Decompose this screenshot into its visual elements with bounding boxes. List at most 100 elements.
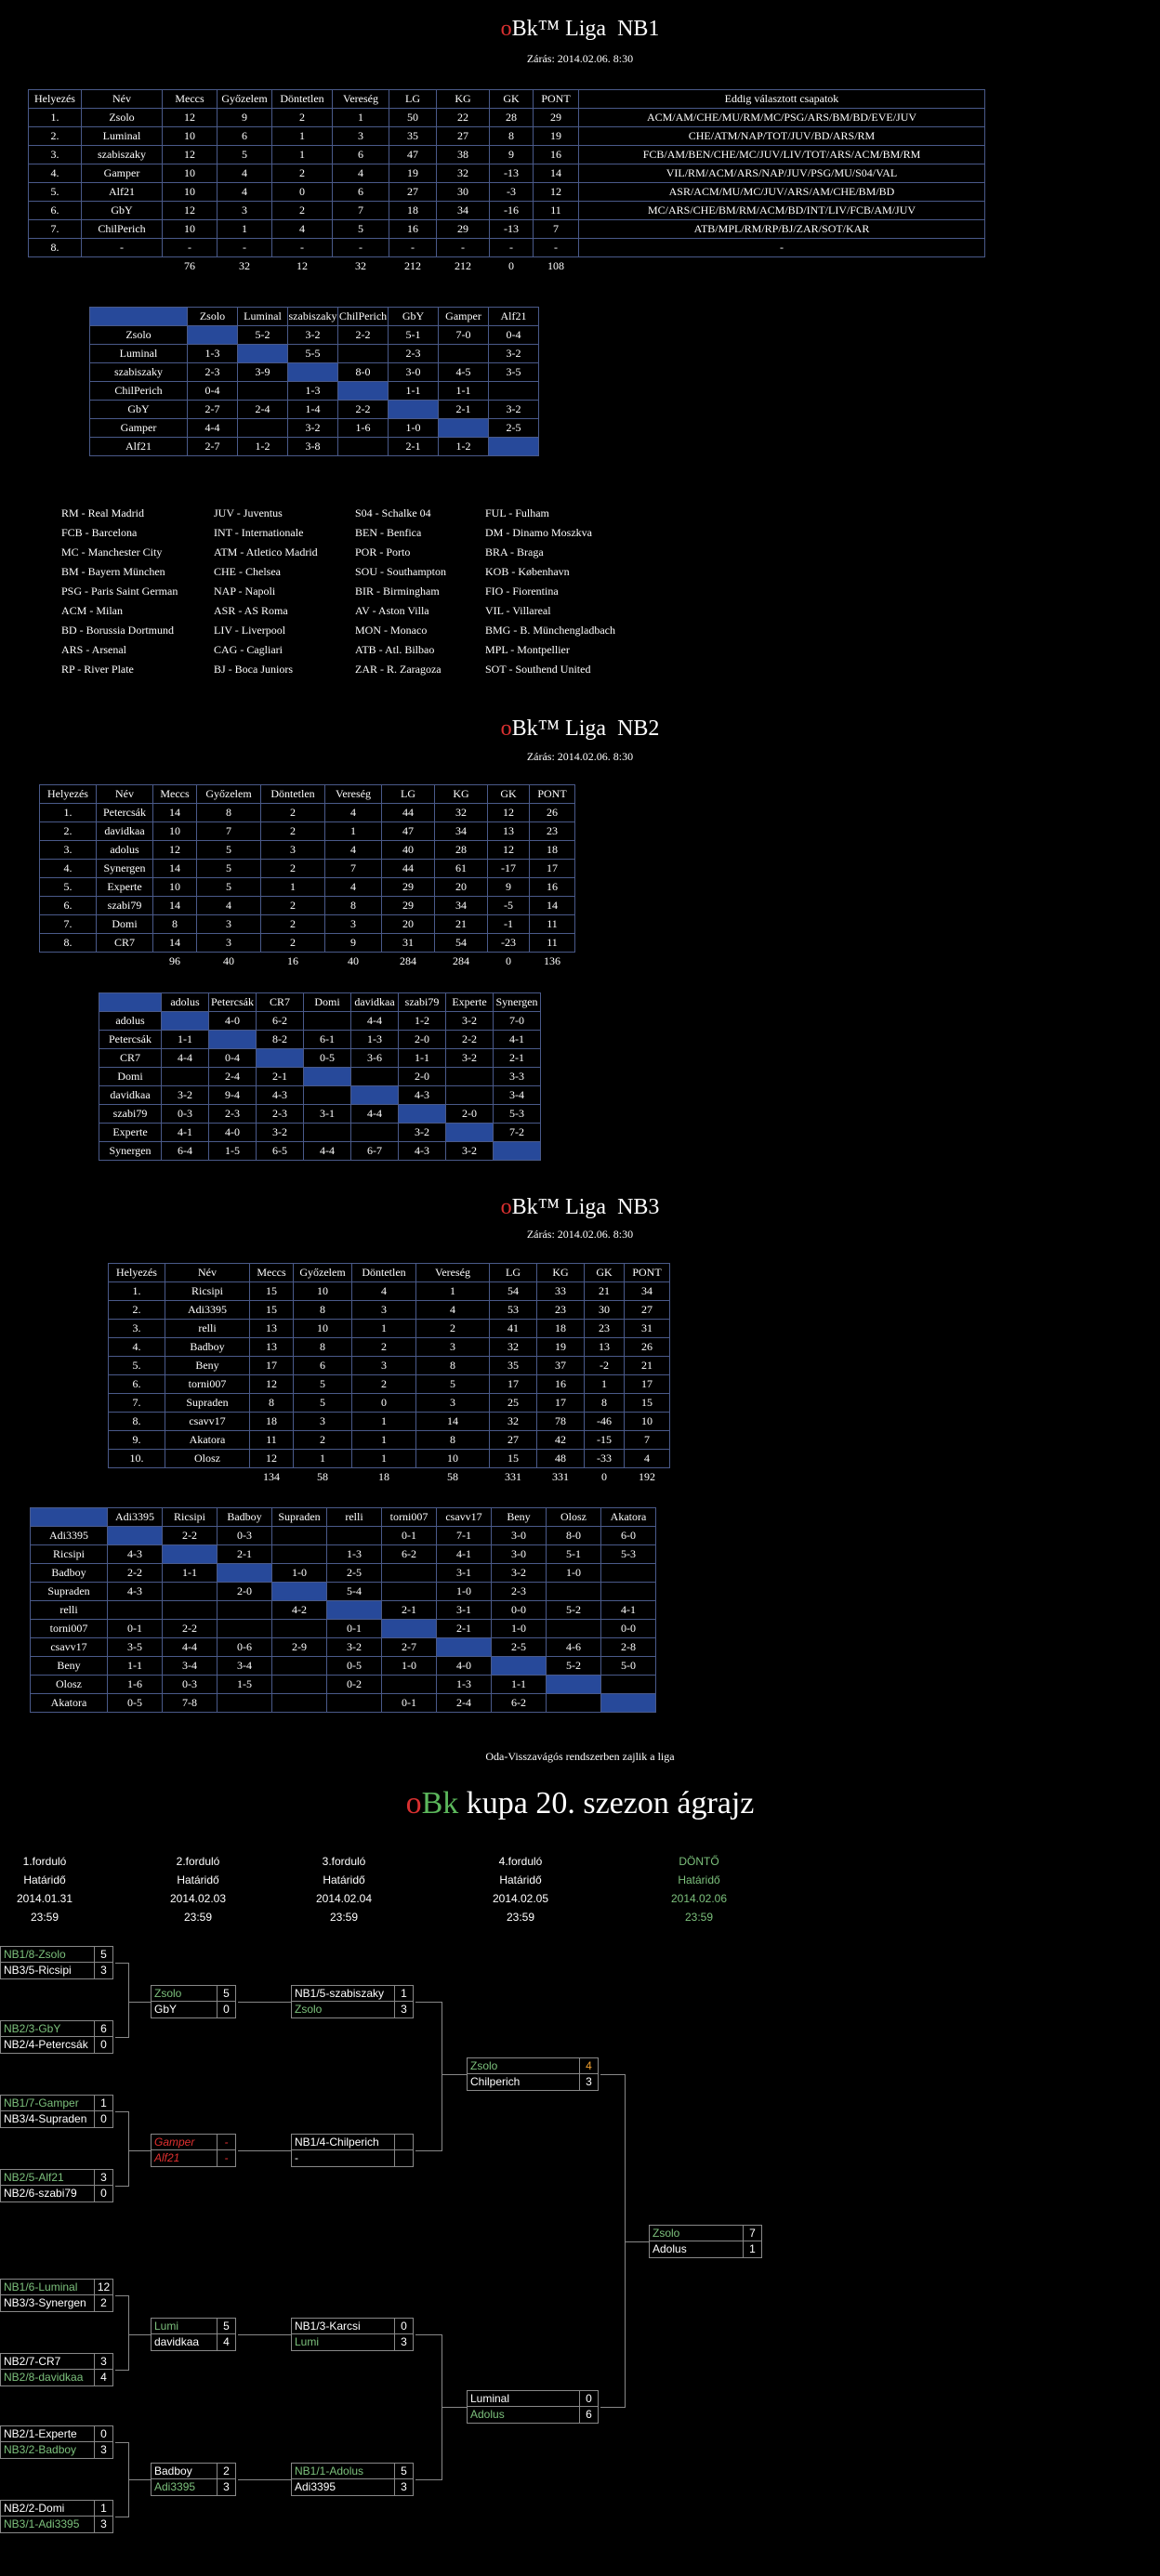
result-cell [388, 400, 439, 419]
result-cell [600, 1563, 656, 1583]
table-cell: 3 [324, 914, 382, 934]
table-cell: CR7 [96, 933, 153, 953]
table-cell: 2 [271, 201, 333, 220]
result-cell [337, 381, 389, 401]
bracket-connector [625, 2074, 626, 2408]
table-cell: 8 [196, 803, 261, 822]
column-header: LG [389, 89, 437, 109]
table-cell: 8 [249, 1393, 294, 1413]
result-cell: 5-0 [600, 1656, 656, 1676]
result-cell [488, 437, 539, 456]
result-cell: 4-1 [161, 1123, 209, 1142]
table-cell: 2 [351, 1374, 416, 1394]
table-cell: GbY [81, 201, 163, 220]
table-cell: -46 [584, 1412, 625, 1431]
result-cell: 4-1 [493, 1030, 541, 1049]
table-cell [29, 257, 82, 276]
totals-row: 96 40 16 40 284 284 0 136 [40, 953, 575, 971]
table-cell: 16 [389, 219, 437, 239]
abbreviation-item: JUV - Juventus [214, 506, 283, 519]
table-cell: MC/ARS/CHE/BM/RM/ACM/BD/INT/LIV/FCB/AM/J… [578, 201, 985, 220]
table-row: Luminal 1-3 5-5 2-3 3-2 [89, 344, 539, 363]
header-row: Helyezés Név Meccs Győzelem Döntetlen Vereség… [39, 784, 575, 804]
result-cell: 3-0 [491, 1544, 547, 1564]
team-score: 3 [95, 1963, 113, 1979]
column-header: Helyezés [108, 1263, 165, 1282]
table-cell: 7 [332, 201, 389, 220]
row-header: Petercsák [99, 1030, 162, 1049]
table-cell: 6 [293, 1356, 352, 1375]
result-cell [546, 1582, 601, 1601]
team-score [395, 2134, 414, 2150]
result-cell [217, 1563, 272, 1583]
team-name: NB3/2-Badboy [0, 2442, 95, 2459]
table-cell: 15 [489, 1449, 537, 1468]
table-cell: 2 [260, 914, 325, 934]
row-header: Gamper [89, 418, 188, 438]
table-cell: 42 [536, 1430, 585, 1450]
round-label: Határidő [678, 1873, 720, 1886]
table-cell: 40 [381, 840, 435, 860]
abbreviation-item: FUL - Fulham [485, 506, 549, 519]
table-cell: 44 [381, 859, 435, 878]
result-cell: 1-1 [388, 381, 439, 401]
result-cell [445, 1067, 494, 1086]
table-cell: 2 [351, 1337, 416, 1357]
table-cell: 34 [434, 896, 488, 915]
table-row: Domi 2-4 2-1 2-0 3-3 [99, 1067, 541, 1086]
result-cell [161, 1067, 209, 1086]
column-header: Badboy [217, 1507, 272, 1527]
row-header: ChilPerich [89, 381, 188, 401]
table-row: 1. Zsolo 12 9 2 1 50 22 28 29 ACM/AM/CHE/MU/RM/MC/… [28, 108, 985, 127]
row-header: Zsolo [89, 325, 188, 345]
team-score: 3 [95, 2442, 113, 2459]
header-row: Zsolo Luminal szabiszaky ChilPerich GbY Gampe… [89, 307, 539, 326]
team-score: 2 [95, 2295, 113, 2312]
table-cell: ASR/ACM/MU/MC/JUV/ARS/AM/CHE/BM/BD [578, 182, 985, 202]
table-cell: 23 [536, 1300, 585, 1320]
table-cell: 23 [584, 1319, 625, 1338]
round-header: 1.forduló Határidő 2014.01.31 23:59 [0, 1852, 100, 1926]
table-cell: Badboy [165, 1337, 250, 1357]
table-cell: 19 [536, 1337, 585, 1357]
column-header: Vereség [332, 89, 389, 109]
result-cell: 4-5 [438, 362, 489, 382]
abbreviation-item: FIO - Fiorentina [485, 585, 559, 598]
result-cell [350, 1085, 399, 1105]
team-score: 0 [95, 2111, 113, 2128]
result-cell: 3-2 [287, 418, 338, 438]
result-cell: 2-2 [162, 1619, 218, 1638]
result-cell: 3-2 [256, 1123, 304, 1142]
table-cell: - [533, 238, 579, 257]
table-cell: 1 [332, 108, 389, 127]
match-participant: Gamper - [151, 2134, 236, 2150]
corner-cell [99, 992, 162, 1012]
abbreviation-item: SOU - Southampton [355, 565, 447, 578]
abbreviation-item: KOB - København [485, 565, 570, 578]
row-header: Akatora [30, 1693, 108, 1713]
bracket-match: NB2/1-Experte 0 NB3/2-Badboy 3 [0, 2425, 113, 2459]
result-cell: 1-3 [326, 1544, 382, 1564]
table-row: 10. Olosz 12 1 1 10 15 48 -33 4 [108, 1449, 670, 1468]
result-cell: 7-2 [493, 1123, 541, 1142]
result-cell: 6-4 [161, 1141, 209, 1161]
match-participant: Zsolo 4 [467, 2057, 599, 2074]
table-cell: 5. [39, 877, 97, 897]
team-score: 4 [580, 2057, 599, 2074]
result-cell: 2-2 [162, 1526, 218, 1545]
result-cell: 4-2 [271, 1600, 327, 1620]
table-cell: 4 [324, 840, 382, 860]
table-cell: adolus [96, 840, 153, 860]
result-cell: 4-0 [436, 1656, 492, 1676]
abbreviation-item: LIV - Liverpool [214, 624, 286, 637]
abbreviation-item: MC - Manchester City [61, 545, 163, 559]
result-cell [271, 1619, 327, 1638]
team-score: 4 [95, 2370, 113, 2386]
nb2-title: oBk™ Liga NB2 [500, 716, 660, 741]
team-score: - [218, 2150, 236, 2167]
result-cell: 7-0 [438, 325, 489, 345]
header-row: adolus Petercsák CR7 Domi davidkaa szabi79 Exp… [99, 992, 541, 1012]
result-cell: 2-9 [271, 1637, 327, 1657]
table-cell: 58 [317, 1470, 328, 1483]
bracket-match: NB1/3-Karcsi 0 Lumi 3 [291, 2318, 414, 2351]
